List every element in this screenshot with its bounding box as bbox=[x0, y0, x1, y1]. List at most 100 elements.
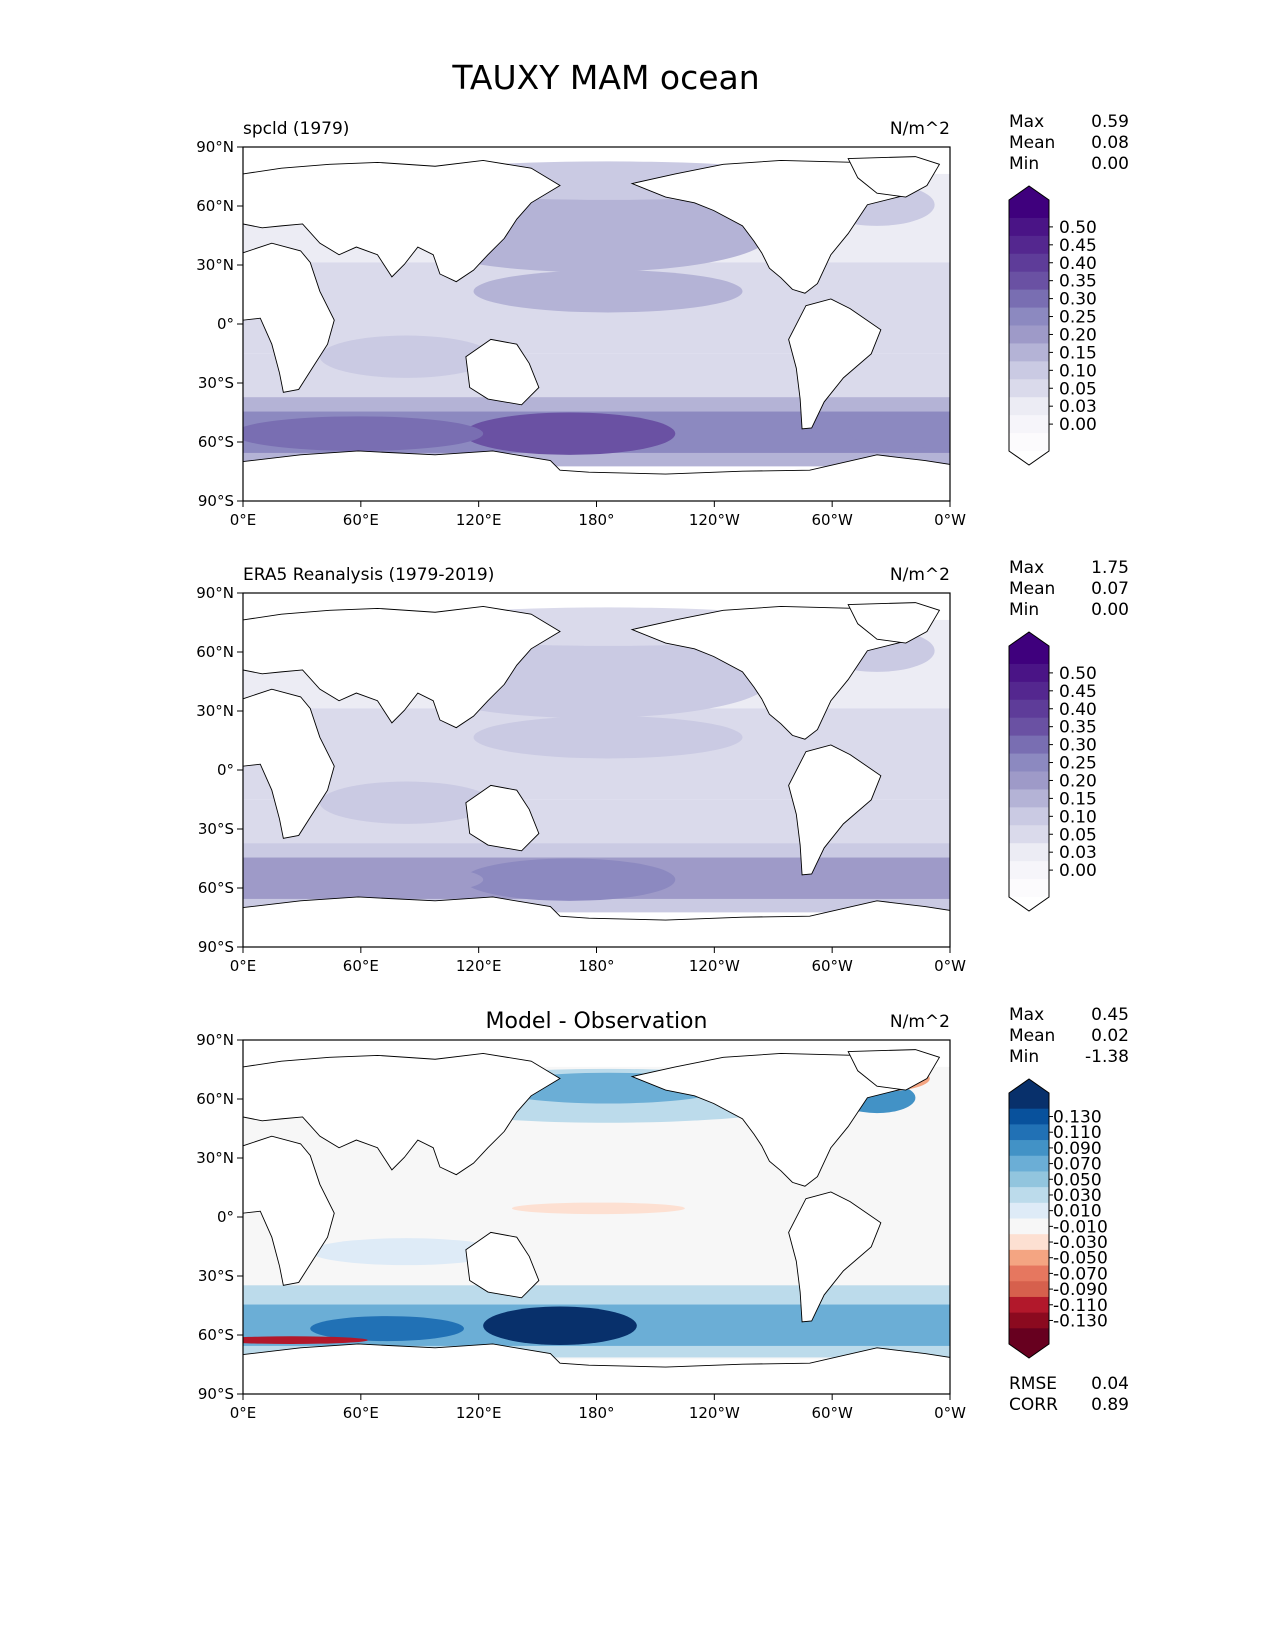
colorbar-label: -0.050 bbox=[1053, 1249, 1108, 1269]
stat-value: 0.59 bbox=[1091, 112, 1129, 132]
panel-2: 90°N 60°N 30°N 0° 30°S 60°S 90°S0°E 60°E 120°E 18… bbox=[196, 558, 1129, 975]
lat-tick-label: 60°N bbox=[196, 1090, 234, 1108]
panel-title: spcld (1979) bbox=[243, 119, 349, 139]
colorbar-label: -0.010 bbox=[1053, 1217, 1108, 1237]
colorbar-label: 0.40 bbox=[1059, 254, 1097, 274]
colorbar-swatch bbox=[1009, 1265, 1049, 1282]
diff-antarctic-neg bbox=[243, 1336, 368, 1344]
colorbar-swatch bbox=[1009, 1234, 1049, 1251]
diff-equatorial-neg bbox=[511, 1202, 685, 1215]
colorbar-swatch bbox=[1009, 753, 1049, 772]
colorbar-swatch bbox=[1009, 289, 1049, 309]
lat-tick-label: 60°S bbox=[198, 1326, 234, 1344]
colorbar-swatch bbox=[1009, 807, 1049, 826]
lon-tick-label: 120°E bbox=[456, 1404, 502, 1422]
field-pacific-trades bbox=[473, 270, 743, 313]
colorbar-label: -0.090 bbox=[1053, 1280, 1108, 1300]
metric-value: 0.04 bbox=[1091, 1374, 1129, 1394]
lon-tick-label: 0°E bbox=[230, 957, 257, 975]
colorbar-label: 0.03 bbox=[1059, 397, 1097, 417]
colorbar-label: 0.070 bbox=[1053, 1155, 1102, 1175]
lon-tick-label: 0°E bbox=[230, 1404, 257, 1422]
colorbar: 0.1300.1100.0900.0700.0500.0300.010-0.01… bbox=[1008, 1078, 1108, 1359]
lon-tick-label: 120°E bbox=[456, 957, 502, 975]
field-south-pacific-max bbox=[463, 412, 676, 455]
colorbar-swatch bbox=[1009, 1312, 1049, 1329]
lat-tick-label: 90°N bbox=[196, 1031, 234, 1049]
colorbar-label: 0.050 bbox=[1053, 1170, 1102, 1190]
colorbar-label: 0.30 bbox=[1059, 290, 1097, 310]
lon-tick-label: 180° bbox=[578, 957, 614, 975]
stat-value: -1.38 bbox=[1085, 1047, 1129, 1067]
panel-3: 90°N 60°N 30°N 0° 30°S 60°S 90°S0°E 60°E 120°E 18… bbox=[196, 1005, 1129, 1422]
colorbar-swatch bbox=[1009, 1202, 1049, 1219]
colorbar-swatch bbox=[1009, 1171, 1049, 1188]
colorbar-swatch bbox=[1009, 1218, 1049, 1235]
colorbar-label: 0.20 bbox=[1059, 325, 1097, 345]
colorbar-swatch bbox=[1009, 343, 1049, 362]
lat-tick-label: 30°N bbox=[196, 1149, 234, 1167]
stat-label: Mean bbox=[1009, 579, 1055, 599]
colorbar-label: 0.010 bbox=[1053, 1202, 1102, 1222]
colorbar-swatch bbox=[1009, 717, 1049, 737]
colorbar-swatch bbox=[1009, 735, 1049, 755]
colorbar-swatch bbox=[1009, 1124, 1049, 1141]
colorbar-swatch bbox=[1009, 200, 1049, 219]
panel-units: N/m^2 bbox=[890, 1012, 950, 1032]
colorbar-swatch bbox=[1009, 771, 1049, 790]
colorbar-swatch bbox=[1009, 1093, 1049, 1110]
colorbar-swatch bbox=[1009, 415, 1049, 434]
lon-tick-label: 120°W bbox=[689, 1404, 740, 1422]
colorbar-label: 0.15 bbox=[1059, 789, 1097, 809]
stat-label: Min bbox=[1009, 1047, 1039, 1067]
lon-tick-label: 60°W bbox=[811, 511, 853, 529]
colorbar-label: -0.070 bbox=[1053, 1264, 1108, 1284]
lat-tick-label: 30°N bbox=[196, 702, 234, 720]
colorbar-extend-bottom bbox=[1009, 1344, 1049, 1358]
lon-tick-label: 0°E bbox=[230, 511, 257, 529]
panel-title: Model - Observation bbox=[486, 1009, 708, 1034]
diff-indian-trades bbox=[310, 1238, 503, 1266]
lon-tick-label: 120°W bbox=[689, 511, 740, 529]
lon-tick-label: 60°W bbox=[811, 1404, 853, 1422]
lat-tick-label: 90°S bbox=[198, 492, 234, 510]
colorbar-label: -0.110 bbox=[1053, 1296, 1108, 1316]
colorbar-label: 0.090 bbox=[1053, 1139, 1102, 1159]
colorbar-label: -0.030 bbox=[1053, 1233, 1108, 1253]
stat-value: 1.75 bbox=[1091, 558, 1129, 578]
metric-value: 0.89 bbox=[1091, 1395, 1129, 1415]
colorbar-swatch bbox=[1009, 307, 1049, 326]
panel-units: N/m^2 bbox=[890, 565, 950, 585]
colorbar-swatch bbox=[1009, 843, 1049, 862]
panel-1: 90°N 60°N 30°N 0° 30°S 60°S 90°S0°E 60°E 120°E 18… bbox=[196, 112, 1129, 529]
lon-tick-label: 60°W bbox=[811, 957, 853, 975]
lon-tick-label: 180° bbox=[578, 511, 614, 529]
metric-label: CORR bbox=[1009, 1395, 1058, 1415]
lat-tick-label: 30°S bbox=[198, 820, 234, 838]
colorbar-swatch bbox=[1009, 825, 1049, 844]
lat-tick-label: 0° bbox=[217, 761, 234, 779]
stat-label: Mean bbox=[1009, 1026, 1055, 1046]
colorbar-swatch bbox=[1009, 663, 1049, 683]
lon-tick-label: 0°W bbox=[934, 1404, 966, 1422]
diff-south-pacific-max bbox=[483, 1306, 637, 1345]
colorbar-label: 0.25 bbox=[1059, 308, 1097, 328]
panel-title: ERA5 Reanalysis (1979-2019) bbox=[243, 565, 494, 585]
colorbar-label: -0.130 bbox=[1053, 1311, 1108, 1331]
field-indian-trades bbox=[319, 335, 493, 378]
colorbar-label: 0.35 bbox=[1059, 718, 1097, 738]
colorbar-label: 0.50 bbox=[1059, 664, 1097, 684]
stat-label: Max bbox=[1009, 112, 1044, 132]
lon-tick-label: 0°W bbox=[934, 511, 966, 529]
colorbar-swatch bbox=[1009, 681, 1049, 701]
lat-tick-label: 0° bbox=[217, 1208, 234, 1226]
field-atlantic-southern-max bbox=[848, 859, 950, 895]
colorbar-swatch bbox=[1009, 235, 1049, 255]
colorbar-extend-bottom bbox=[1009, 897, 1049, 911]
colorbar-swatch bbox=[1009, 879, 1049, 898]
colorbar-extend-top bbox=[1009, 1079, 1049, 1093]
colorbar-swatch bbox=[1009, 253, 1049, 273]
stat-value: 0.00 bbox=[1091, 154, 1129, 174]
colorbar-label: 0.05 bbox=[1059, 379, 1097, 399]
field-indian-southern-max bbox=[243, 416, 484, 451]
